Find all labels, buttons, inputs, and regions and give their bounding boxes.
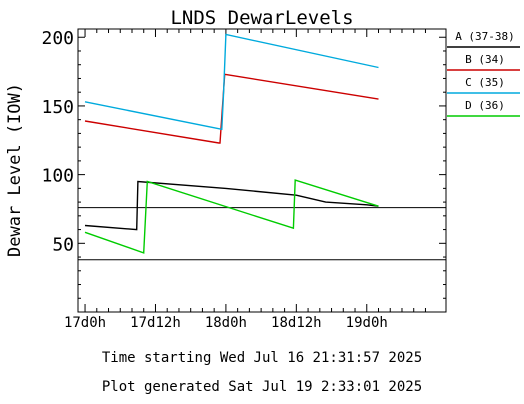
chart-title: LNDS DewarLevels: [170, 7, 353, 29]
legend-label: B (34): [465, 53, 505, 66]
legend-label: D (36): [465, 99, 505, 112]
plot-frame: [77, 28, 447, 313]
x-tick-label: 18d12h: [271, 315, 322, 331]
series-line: [84, 179, 379, 254]
y-tick-label: 100: [41, 166, 74, 187]
series-lines: [84, 33, 379, 254]
legend: A (37-38) B (34) C (35) D (36): [447, 30, 520, 117]
y-tick-label: 150: [41, 97, 74, 118]
plot-generated-label: Plot generated Sat Jul 19 2:33:01 2025: [102, 379, 422, 395]
x-axis-ticks: 17d0h 17d12h 18d0h 18d12h 19d0h: [64, 29, 426, 331]
legend-label: C (35): [465, 76, 505, 89]
reference-lines: [78, 207, 446, 261]
y-axis-ticks: 50 100 150 200: [41, 28, 446, 299]
y-axis-label: Dewar Level (IOW): [5, 83, 25, 257]
x-tick-label: 17d0h: [64, 315, 106, 331]
series-line: [84, 73, 379, 144]
series-line: [84, 33, 379, 131]
x-tick-label: 19d0h: [346, 315, 388, 331]
x-tick-label: 17d12h: [130, 315, 181, 331]
legend-label: A (37-38): [455, 30, 515, 43]
time-starting-label: Time starting Wed Jul 16 21:31:57 2025: [102, 350, 422, 366]
y-tick-label: 200: [41, 28, 74, 49]
x-tick-label: 18d0h: [205, 315, 247, 331]
y-tick-label: 50: [52, 234, 74, 255]
series-line: [84, 180, 379, 231]
